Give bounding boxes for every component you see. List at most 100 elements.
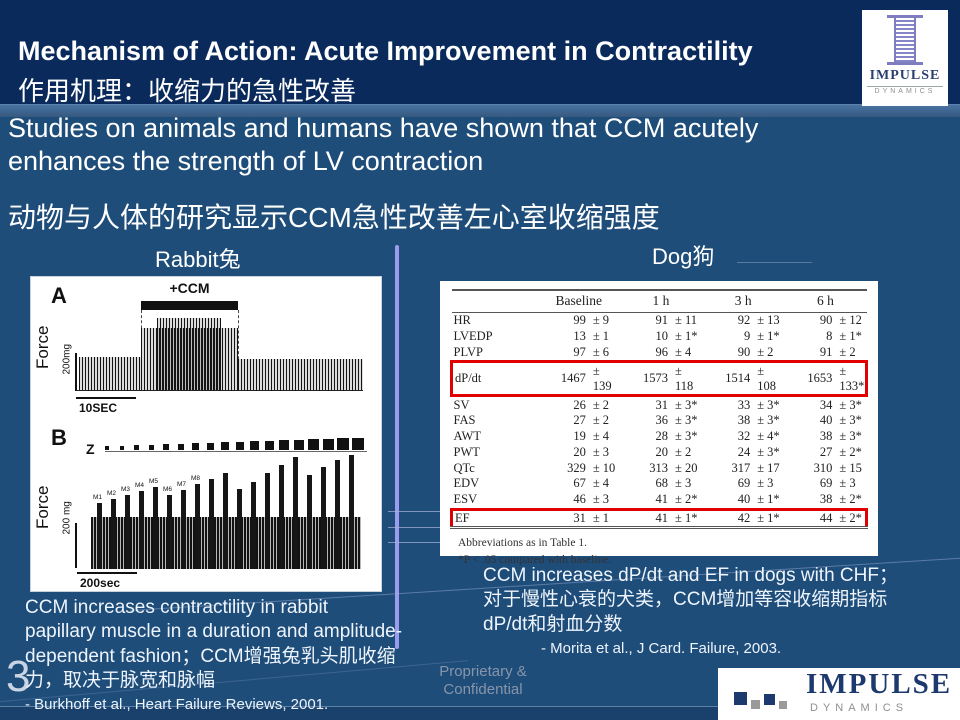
z-square <box>221 442 229 450</box>
pillar-icon <box>885 15 925 65</box>
logo-impulse-text: IMPULSE <box>806 668 953 700</box>
pillar-cap-top <box>887 15 923 18</box>
error-cell: ± 3* <box>757 413 780 428</box>
table-header-cell: 6 h <box>816 293 834 308</box>
error-cell: ± 3 <box>757 476 774 491</box>
error-cell: ± 2* <box>839 444 862 459</box>
z-square <box>322 438 334 450</box>
value-cell: 31 <box>573 510 586 525</box>
peak-label: M8 <box>191 475 201 482</box>
logo-dynamics-text: DYNAMICS <box>810 702 909 714</box>
error-cell: ± 3* <box>839 429 862 444</box>
force-spike <box>321 467 326 569</box>
z-square <box>250 441 259 450</box>
rabbit-caption-reference: - Burkhoff et al., Heart Failure Reviews… <box>25 696 329 714</box>
table-row: LVEDP 13 ± 1 10 ± 1* 9 ± 1* 8 ± 1* <box>452 329 867 345</box>
value-cell: 90 <box>819 313 833 328</box>
impulse-dynamics-logo-top: IMPULSE DYNAMICS <box>862 10 948 106</box>
error-cell: ± 2* <box>839 510 862 525</box>
rabbit-figure: A +CCM Force 200mg 10SEC B Z M1 M2 M3 M4 M5 M… <box>30 276 382 592</box>
peak-label: M4 <box>135 482 145 489</box>
table-header-cell: 3 h <box>734 293 752 308</box>
value-cell: 41 <box>655 510 669 525</box>
error-cell: ± 2 <box>592 413 610 428</box>
z-label: Z <box>86 441 95 457</box>
logo-divider-rule <box>867 86 943 87</box>
value-cell: 34 <box>819 397 833 412</box>
row-label: PLVP <box>453 344 483 359</box>
error-cell: ± 118 <box>675 363 694 393</box>
table-row: dP/dt 1467 ± 139 1573 ± 118 1514 ± 108 1653 ± 13… <box>451 361 867 396</box>
value-cell: 317 <box>731 460 751 475</box>
table-header-cell <box>452 290 538 313</box>
force-spike <box>111 499 116 569</box>
error-cell: ± 1 <box>592 329 610 344</box>
error-cell: ± 3* <box>675 397 698 412</box>
value-cell: 26 <box>573 397 586 412</box>
panel-a-label: A <box>51 283 67 308</box>
row-label: FAS <box>453 413 476 428</box>
error-cell: ± 6 <box>592 344 610 359</box>
value-cell: 24 <box>737 444 751 459</box>
body-text-en-line2: enhances the strength of LV contraction <box>8 145 484 176</box>
force-spike <box>195 484 200 569</box>
peak-label: M7 <box>177 481 187 488</box>
pillar-cap-bottom <box>887 62 923 65</box>
error-cell: ± 2* <box>839 492 862 507</box>
value-cell: 42 <box>737 510 751 525</box>
value-cell: 19 <box>573 429 586 444</box>
dog-table-body: HR 99 ± 9 91 ± 11 92 ± 13 90 ± 12 LVEDP 13 ± 1 10 ± 1… <box>451 313 867 528</box>
rabbit-caption-text: CCM increases contractility in rabbit pa… <box>25 597 403 691</box>
value-cell: 31 <box>655 397 669 412</box>
value-cell: 69 <box>737 476 751 491</box>
table-row: HR 99 ± 9 91 ± 11 92 ± 13 90 ± 12 <box>452 313 867 329</box>
logo-square-icon <box>764 694 775 705</box>
value-cell: 313 <box>649 460 668 475</box>
z-square <box>279 440 289 450</box>
value-cell: 13 <box>573 329 586 344</box>
logo-impulse-text: IMPULSE <box>869 68 941 83</box>
table-footnote-1: Abbreviations as in Table 1. <box>458 537 587 550</box>
decorative-line <box>388 527 440 528</box>
table-header-row: Baseline 1 h 3 h 6 h <box>451 290 867 313</box>
z-square <box>351 437 364 450</box>
value-cell: 69 <box>819 476 833 491</box>
ccm-annotation: +CCM <box>169 280 210 296</box>
value-cell: 97 <box>573 344 586 359</box>
table-header-cell: 1 h <box>652 293 670 308</box>
error-cell: ± 2 <box>839 344 856 359</box>
z-square <box>148 444 154 450</box>
force-spike <box>335 460 340 569</box>
error-cell: ± 108 <box>757 363 776 393</box>
error-cell: ± 3 <box>592 444 610 459</box>
body-text-en-line1: Studies on animals and humans have shown… <box>8 113 759 143</box>
value-cell: 92 <box>737 313 751 328</box>
panel-b-x-scale: 200sec <box>80 576 121 590</box>
slide-title-cn: 作用机理：收缩力的急性改善 <box>18 76 357 106</box>
dog-caption-reference: - Morita et al., J Card. Failure, 2003. <box>541 639 782 657</box>
table-header-cell: Baseline <box>555 293 603 308</box>
logo-square-icon <box>779 701 787 709</box>
peak-label: M5 <box>149 478 159 485</box>
vertical-divider-line <box>395 245 399 649</box>
error-cell: ± 133* <box>839 363 865 393</box>
z-square <box>177 443 184 450</box>
peak-label: M2 <box>107 490 117 497</box>
table-row: PLVP 97 ± 6 96 ± 4 90 ± 2 91 ± 2 <box>452 345 867 362</box>
peak-label: M1 <box>93 494 103 501</box>
table-footnotes: Abbreviations as in Table 1. *P < .05 co… <box>440 529 878 568</box>
panel-b-trace: M1 M2 M3 M4 M5 M6 M7 M8 <box>91 453 367 569</box>
error-cell: ± 4 <box>592 429 610 444</box>
confidentiality-notice: Proprietary & Confidential <box>398 663 568 699</box>
value-cell: 44 <box>819 510 833 525</box>
row-label: dP/dt <box>455 371 482 386</box>
force-spike <box>237 489 242 569</box>
table-row: PWT 20 ± 3 20 ± 2 24 ± 3* 27 ± 2* <box>452 444 867 460</box>
value-cell: 46 <box>573 492 586 507</box>
error-cell: ± 1* <box>757 492 780 507</box>
error-cell: ± 2 <box>675 444 692 459</box>
z-square <box>163 444 169 450</box>
panel-a-x-scalebar <box>76 397 136 399</box>
value-cell: 90 <box>737 344 751 359</box>
